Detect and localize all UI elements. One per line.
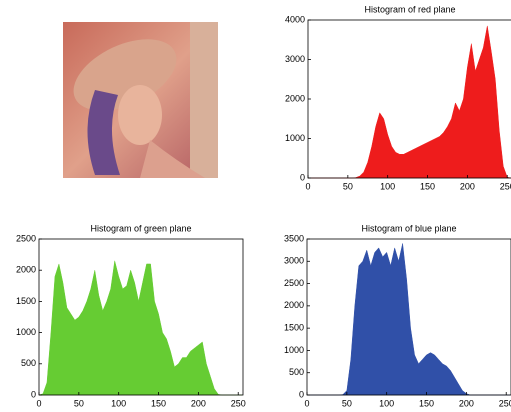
y-tick-label: 2000 [284, 300, 304, 310]
y-tick-label: 1000 [284, 345, 304, 355]
x-tick-label: 250 [231, 398, 246, 408]
x-tick-label: 50 [342, 398, 352, 408]
y-tick-label: 2000 [16, 265, 36, 275]
y-tick-label: 2000 [285, 93, 305, 103]
x-tick-label: 200 [459, 398, 474, 408]
x-tick-label: 0 [305, 181, 310, 191]
x-tick-label: 100 [380, 181, 395, 191]
x-tick-label: 100 [111, 398, 126, 408]
chart-title: Histogram of red plane [364, 4, 455, 14]
x-tick-label: 150 [151, 398, 166, 408]
x-tick-label: 50 [74, 398, 84, 408]
y-tick-label: 4000 [285, 14, 305, 24]
y-tick-label: 0 [300, 172, 305, 182]
x-tick-label: 200 [191, 398, 206, 408]
x-tick-label: 100 [379, 398, 394, 408]
y-tick-label: 1500 [16, 296, 36, 306]
y-tick-label: 3500 [284, 233, 304, 243]
x-tick-label: 0 [304, 398, 309, 408]
chart-title: Histogram of green plane [90, 223, 191, 233]
y-tick-label: 0 [31, 389, 36, 399]
x-tick-label: 150 [420, 181, 435, 191]
chart-title: Histogram of blue plane [361, 223, 456, 233]
x-tick-label: 0 [36, 398, 41, 408]
x-tick-label: 250 [500, 181, 511, 191]
x-tick-label: 150 [419, 398, 434, 408]
x-tick-label: 250 [499, 398, 511, 408]
y-tick-label: 2500 [284, 278, 304, 288]
y-tick-label: 1000 [16, 327, 36, 337]
y-tick-label: 3000 [285, 54, 305, 64]
page: Histogram of red plane010002000300040000… [0, 0, 511, 412]
x-tick-label: 50 [343, 181, 353, 191]
figure: Histogram of red plane010002000300040000… [0, 0, 511, 412]
y-tick-label: 500 [21, 358, 36, 368]
y-tick-label: 3000 [284, 256, 304, 266]
y-tick-label: 500 [289, 367, 304, 377]
y-tick-label: 1500 [284, 323, 304, 333]
y-tick-label: 1000 [285, 133, 305, 143]
y-tick-label: 0 [299, 389, 304, 399]
photo [62, 22, 218, 178]
x-tick-label: 200 [460, 181, 475, 191]
y-tick-label: 2500 [16, 233, 36, 243]
